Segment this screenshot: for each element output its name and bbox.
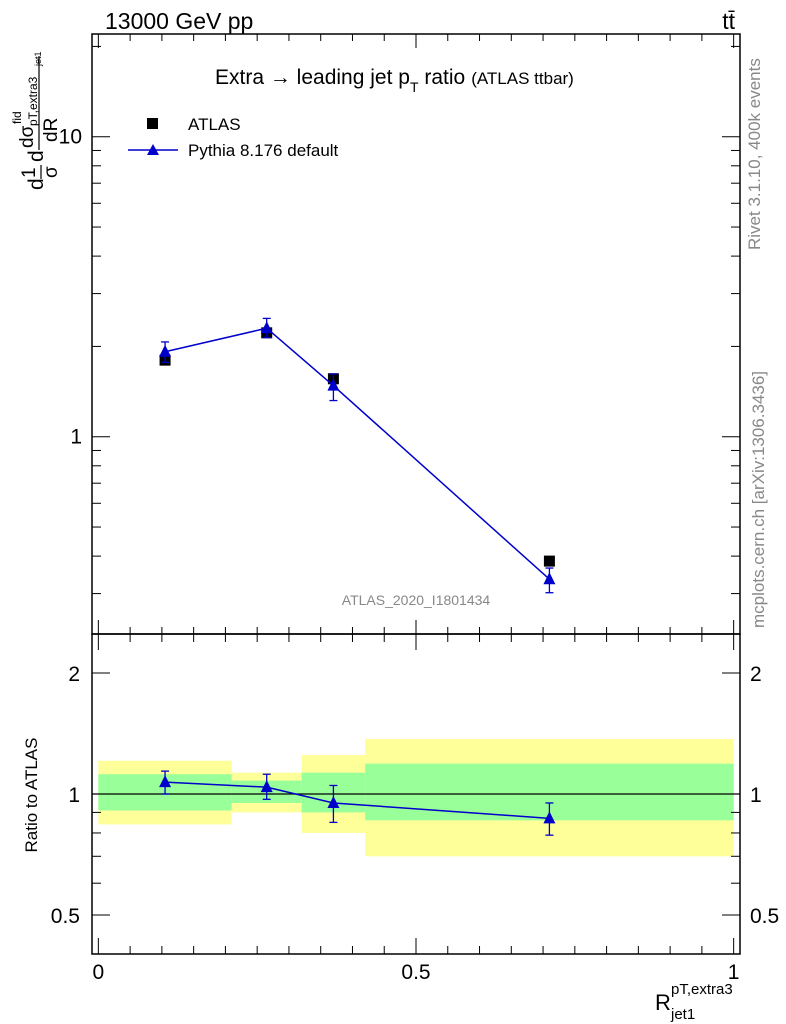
rivet-label: Rivet 3.1.10, 400k events (745, 58, 764, 250)
pythia-point (327, 378, 340, 391)
ylabel-dsigma: dσ (17, 125, 38, 148)
ylabel-ptextra: pT,extra3 (26, 76, 40, 126)
ratio-pythia-point (159, 775, 172, 788)
ratio-ylabel: Ratio to ATLAS (22, 738, 41, 853)
ylabel-sigma: σ (41, 166, 62, 178)
ratio-ytick-label-right: 2 (750, 663, 762, 686)
ylabel-d2: d (25, 150, 48, 162)
pythia-point (260, 321, 273, 334)
ylabel-jet1: jet1 (33, 51, 43, 67)
xlabel-sup: pT,extra3 (671, 981, 733, 998)
ratio-axis-ticks (92, 634, 740, 955)
xlabel-sub: jet1 (670, 1006, 695, 1023)
series-pythia (159, 317, 556, 594)
ratio-frame (91, 633, 741, 955)
ratio-pythia-point (543, 811, 556, 824)
header-right: tt̄ (722, 8, 735, 34)
pythia-point (543, 572, 556, 585)
title-tail: ratio (419, 66, 466, 89)
legend-atlas-marker (147, 118, 158, 129)
ratio-xlabel: R pT,extra3 jet1 (655, 974, 739, 1023)
ratio-ytick-label-right: 0.5 (750, 905, 779, 928)
pythia-point (159, 344, 172, 357)
atlas-point (543, 555, 555, 567)
ylabel-fid: fid (10, 111, 24, 124)
ratio-panel: 0.5 0.51 12 2 0 0.5 1 Ratio to ATLAS R pT,ext… (22, 633, 779, 1023)
main-axis-ticks (92, 34, 740, 634)
main-series (159, 317, 556, 594)
ratio-ytick-label-left: 0.5 (51, 905, 80, 928)
main-ytick-labels: 1 10 (59, 126, 82, 449)
title-note: (ATLAS ttbar) (471, 69, 574, 88)
header-left: 13000 GeV pp (105, 8, 253, 34)
ratio-xtick-label: 0 (93, 961, 105, 984)
pythia-line (164, 327, 550, 580)
svg-text:d 1 σ: d 1 σ d dσ fid pT,extra3 jet1 dR (3, 46, 62, 190)
ratio-series-pythia (159, 770, 556, 836)
ylabel-d1: d (25, 178, 48, 190)
xlabel-main: R (655, 990, 671, 1015)
ylabel-dR: dR (41, 118, 62, 142)
ratio-pythia-point (327, 795, 340, 808)
ratio-pythia-line (165, 781, 550, 820)
ratio-bands (92, 739, 740, 857)
legend-pythia-label: Pythia 8.176 default (188, 141, 339, 160)
ratio-xtick-labels: 0 0.5 1 (93, 961, 740, 984)
ratio-ytick-labels: 0.5 0.5 1 1 2 2 (51, 663, 779, 928)
analysis-tag: ATLAS_2020_I1801434 (342, 592, 491, 608)
ratio-xtick-label: 0.5 (401, 961, 430, 984)
legend-atlas-label: ATLAS (188, 115, 241, 134)
ylabel-one: 1 (19, 167, 40, 178)
ratio-ytick-label-right: 1 (750, 784, 762, 807)
ratio-pythia-point (260, 780, 273, 793)
main-panel: 1 10 Extra → leading jet pT ratio (ATLAS t… (3, 33, 741, 635)
ratio-xtick-label: 1 (728, 961, 740, 984)
legend: ATLAS Pythia 8.176 default (128, 115, 339, 160)
mcplots-label: mcplots.cern.ch [arXiv:1306.3436] (749, 371, 768, 628)
title-sub: T (410, 79, 419, 95)
ratio-ytick-label-left: 1 (68, 784, 80, 807)
main-ytick-label: 1 (70, 426, 82, 449)
main-ytick-label: 10 (59, 126, 82, 149)
legend-pythia-marker (147, 144, 159, 155)
ratio-ytick-label-left: 2 (68, 663, 80, 686)
chart-title: Extra → leading jet pT ratio (ATLAS ttbar… (215, 66, 574, 95)
ratio-series (159, 770, 556, 836)
main-ylabel: d 1 σ d dσ fid pT,extra3 jet1 dR (3, 46, 62, 190)
title-main: Extra → leading jet p (215, 66, 410, 89)
